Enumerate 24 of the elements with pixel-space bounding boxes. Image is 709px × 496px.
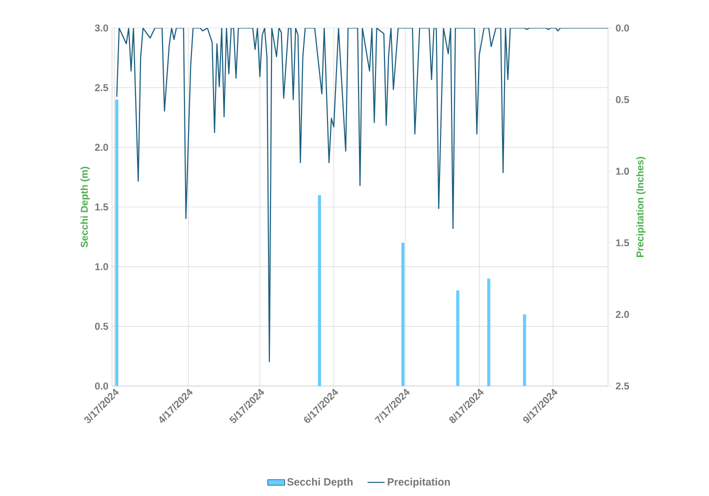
bar xyxy=(115,100,118,386)
y2-axis-title: Precipitation (Inches) xyxy=(636,156,646,257)
line-series xyxy=(116,28,608,362)
bar xyxy=(318,195,322,386)
y-tick-label: 0.0 xyxy=(95,382,108,390)
y2-tick-label: 0.5 xyxy=(616,96,630,104)
bar xyxy=(401,242,404,386)
y2-tick-label: 1.5 xyxy=(616,239,630,246)
bar xyxy=(522,314,526,386)
y-axis-title: Secchi Depth (m) xyxy=(80,166,90,248)
bar xyxy=(456,290,460,386)
y2-tick-label: 0.0 xyxy=(616,24,629,32)
bar xyxy=(487,278,490,386)
y-tick-label: 1.0 xyxy=(95,263,108,270)
y-tick-label: 3.0 xyxy=(94,24,108,32)
y-tick-label: 2.5 xyxy=(94,84,108,92)
y2-tick-label: 2.0 xyxy=(616,310,629,318)
legend-label: Precipitation xyxy=(388,478,450,488)
y-tick-label: 2.0 xyxy=(94,144,108,151)
y-tick-label: 1.5 xyxy=(95,204,108,210)
y2-tick-label: 1.0 xyxy=(616,168,629,175)
y2-tick-label: 2.5 xyxy=(616,382,630,390)
y-tick-label: 0.5 xyxy=(95,322,108,330)
legend-label: Secchi Depth xyxy=(287,478,353,488)
